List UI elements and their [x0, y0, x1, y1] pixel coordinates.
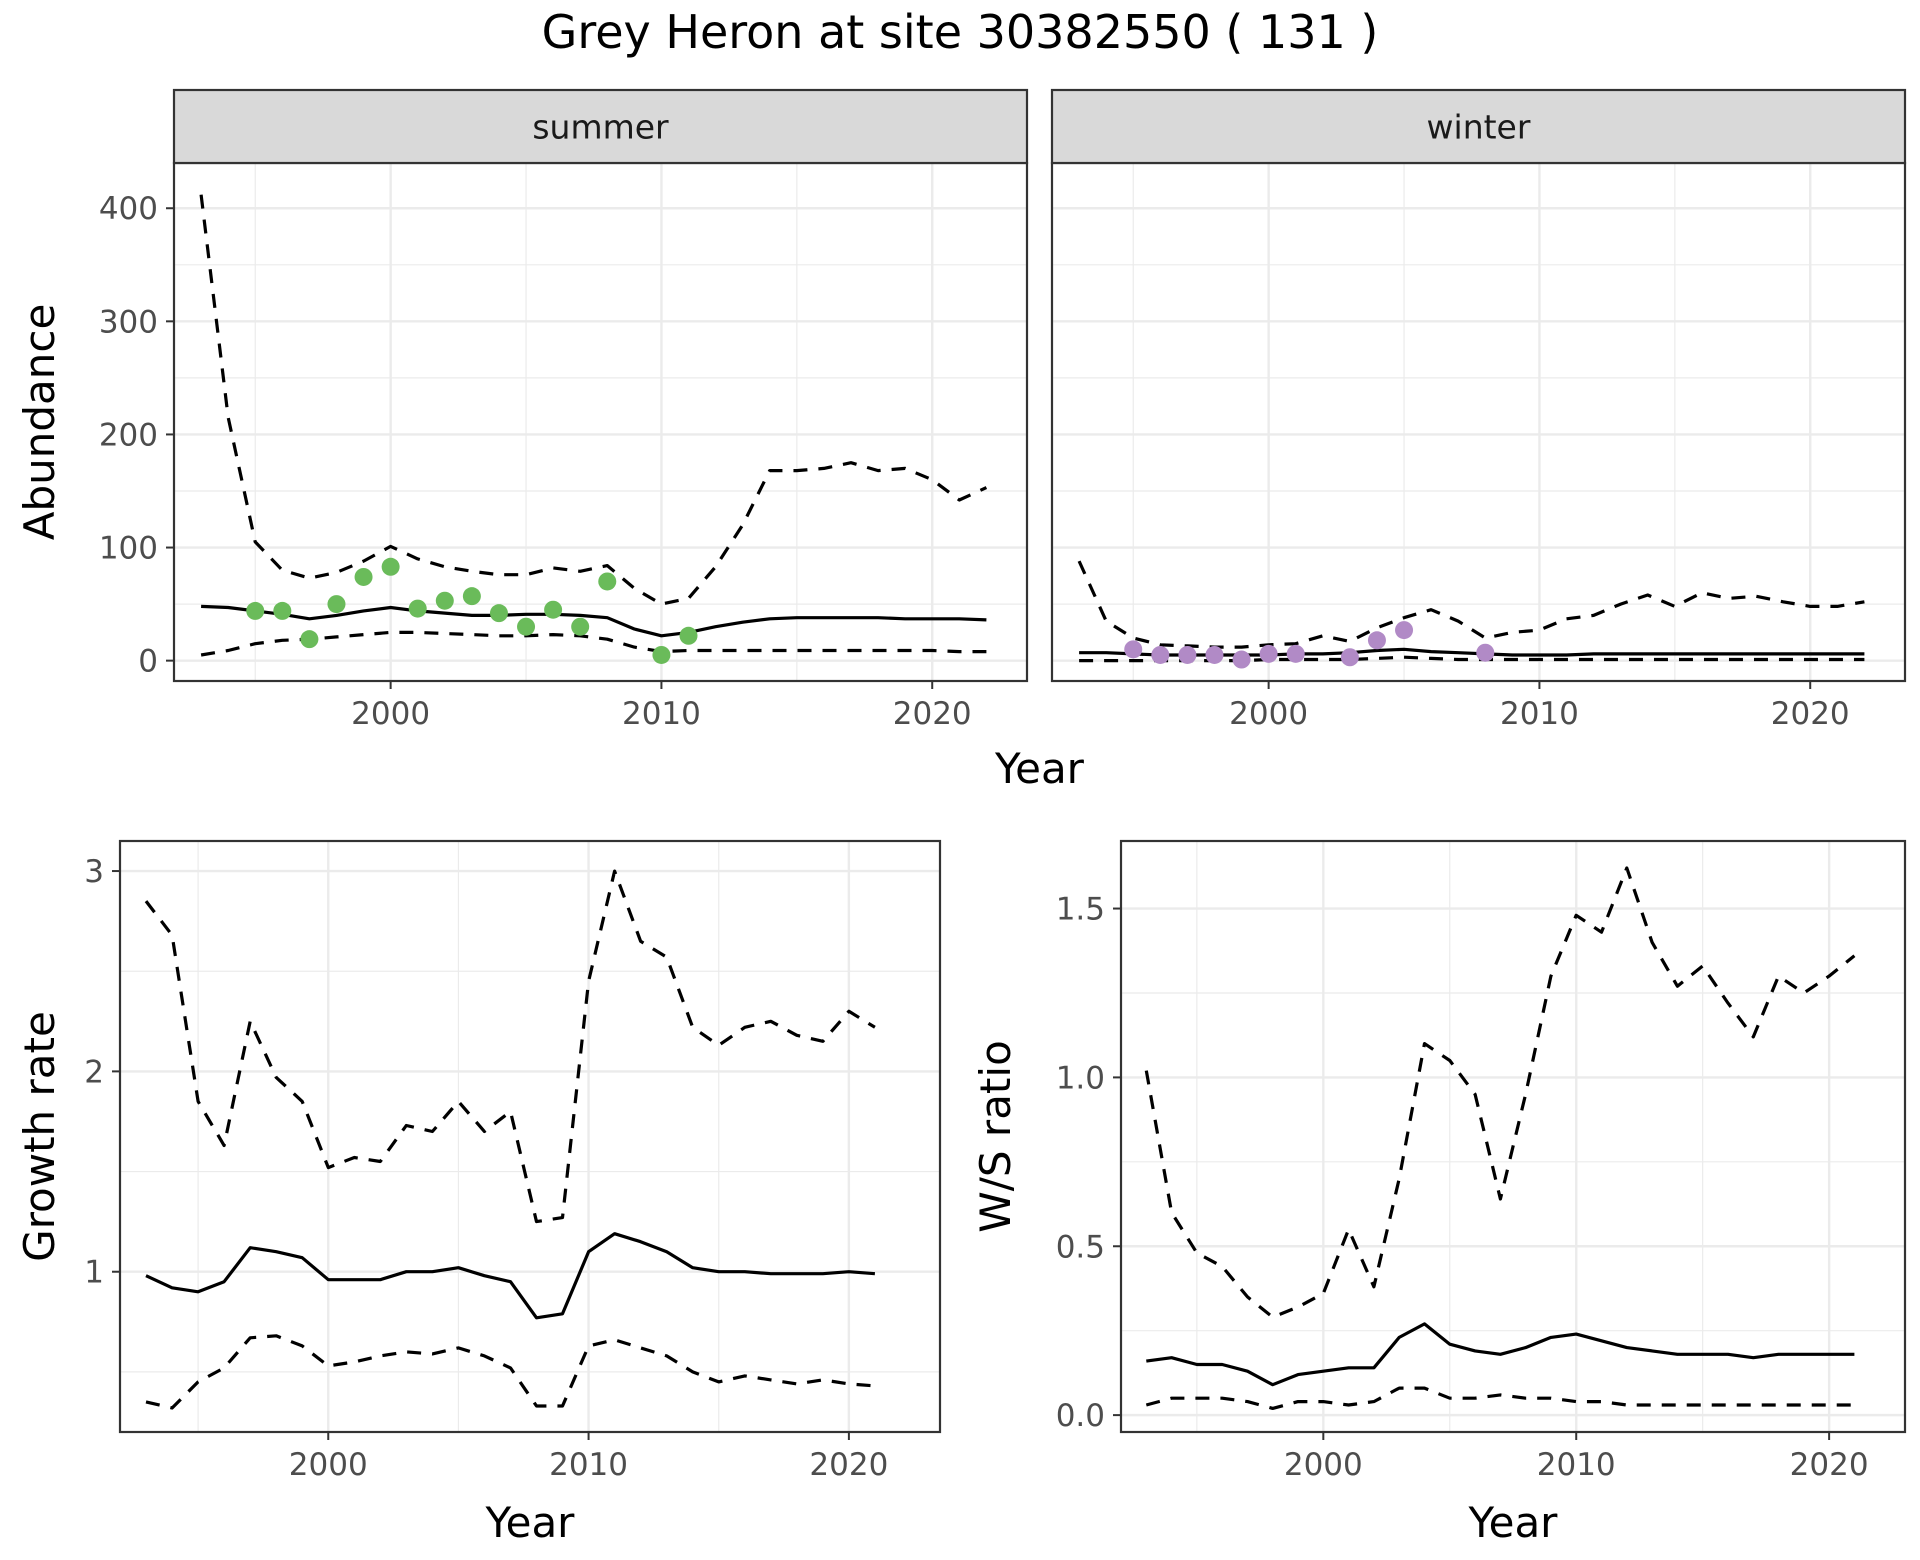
- facet-strip-label: summer: [532, 108, 669, 147]
- y-tick-label: 300: [99, 304, 158, 340]
- x-tick-label: 2010: [549, 1447, 628, 1483]
- facet-strip-label: winter: [1427, 108, 1531, 147]
- facet-strip: [1050, 88, 1907, 165]
- y-tick-label: 400: [99, 191, 158, 227]
- x-tick-label: 2020: [893, 696, 972, 732]
- data-point: [462, 587, 481, 606]
- x-tick-label: 2000: [1229, 696, 1308, 732]
- x-tick-label: 2010: [622, 696, 701, 732]
- data-point: [1232, 650, 1251, 669]
- data-point: [489, 604, 508, 623]
- data-layer: [199, 194, 988, 664]
- y-tick-label: 1: [84, 1255, 104, 1291]
- x-tick-label: 2020: [1790, 1447, 1869, 1483]
- series-line-bound: [1145, 1386, 1855, 1410]
- x-tick-label: 2010: [1500, 696, 1579, 732]
- data-point: [1151, 645, 1170, 664]
- y-tick-label: 3: [84, 854, 104, 890]
- data-point: [571, 617, 590, 636]
- series-line-bound: [1144, 866, 1856, 1319]
- facet-strip: [172, 88, 1029, 165]
- data-point: [408, 599, 427, 618]
- x-tick-label: 2010: [1537, 1447, 1616, 1483]
- data-point: [435, 591, 454, 610]
- series-line-bound: [199, 194, 988, 606]
- panel-1: winter 2000 2010 2020 Year: [994, 88, 1907, 793]
- data-point: [652, 645, 671, 664]
- y-tick-label: 2: [84, 1054, 104, 1090]
- data-point: [1367, 631, 1386, 650]
- data-point: [544, 600, 563, 619]
- data-point: [354, 567, 373, 586]
- x-tick-label: 2020: [809, 1447, 888, 1483]
- data-point: [679, 626, 698, 645]
- series-line-estimate: [201, 604, 987, 638]
- data-layer: [1144, 866, 1856, 1410]
- y-axis-title: W/S ratio: [971, 1040, 1020, 1233]
- series-line-bound: [145, 1334, 876, 1410]
- x-axis-title: Year: [1468, 1498, 1559, 1547]
- data-point: [1476, 643, 1495, 662]
- panel-border: [1050, 161, 1907, 683]
- x-tick-label: 2000: [351, 696, 430, 732]
- data-point: [246, 601, 265, 620]
- data-point: [598, 572, 617, 591]
- x-axis-title: Year: [485, 1498, 576, 1547]
- data-point: [1340, 648, 1359, 667]
- x-tick-label: 2000: [1284, 1447, 1363, 1483]
- series-line-bound: [144, 869, 876, 1224]
- plots-container: summer 2000 2010 2020 0 100 200 300 400 Abundance…: [15, 88, 1907, 1547]
- y-axis-title: Growth rate: [15, 1011, 64, 1262]
- data-point: [517, 617, 536, 636]
- data-point: [300, 630, 319, 649]
- series-line-estimate: [1146, 1322, 1855, 1387]
- series-line-bound: [200, 630, 987, 657]
- panel-border: [1119, 839, 1907, 1434]
- data-layer: [1077, 560, 1865, 669]
- y-tick-label: 100: [99, 531, 158, 567]
- data-point: [1259, 644, 1278, 663]
- x-tick-label: 2020: [1771, 696, 1850, 732]
- series-line-bound: [1077, 560, 1865, 649]
- series-line-estimate: [1079, 647, 1865, 657]
- data-point: [381, 557, 400, 576]
- series-line-estimate: [145, 1232, 876, 1320]
- y-axis-title: Abundance: [15, 304, 64, 541]
- panel-0: summer 2000 2010 2020 0 100 200 300 400 Abundance: [15, 88, 1029, 732]
- y-tick-label: 0.0: [1056, 1398, 1105, 1434]
- figure-title: Grey Heron at site 30382550 ( 131 ): [542, 5, 1379, 59]
- y-tick-label: 200: [99, 417, 158, 453]
- data-point: [1286, 644, 1305, 663]
- data-point: [1395, 621, 1414, 640]
- y-tick-label: 0.5: [1056, 1229, 1105, 1265]
- data-point: [327, 595, 346, 614]
- panel-border: [118, 839, 942, 1434]
- x-tick-label: 2000: [289, 1447, 368, 1483]
- data-point: [1178, 645, 1197, 664]
- panel-3: 2000 2010 2020 0.0 0.5 1.0 1.5 Year W/S ratio: [971, 839, 1907, 1547]
- y-tick-label: 1.5: [1056, 892, 1105, 928]
- y-tick-label: 1.0: [1056, 1060, 1105, 1096]
- data-point: [273, 601, 292, 620]
- data-point: [1124, 640, 1143, 659]
- data-point: [1205, 645, 1224, 664]
- panel-border: [172, 161, 1029, 683]
- panel-2: 2000 2010 2020 1 2 3 Year Growth rate: [15, 839, 942, 1547]
- data-layer: [144, 869, 876, 1410]
- y-tick-label: 0: [138, 644, 158, 680]
- x-axis-title: Year: [994, 744, 1085, 793]
